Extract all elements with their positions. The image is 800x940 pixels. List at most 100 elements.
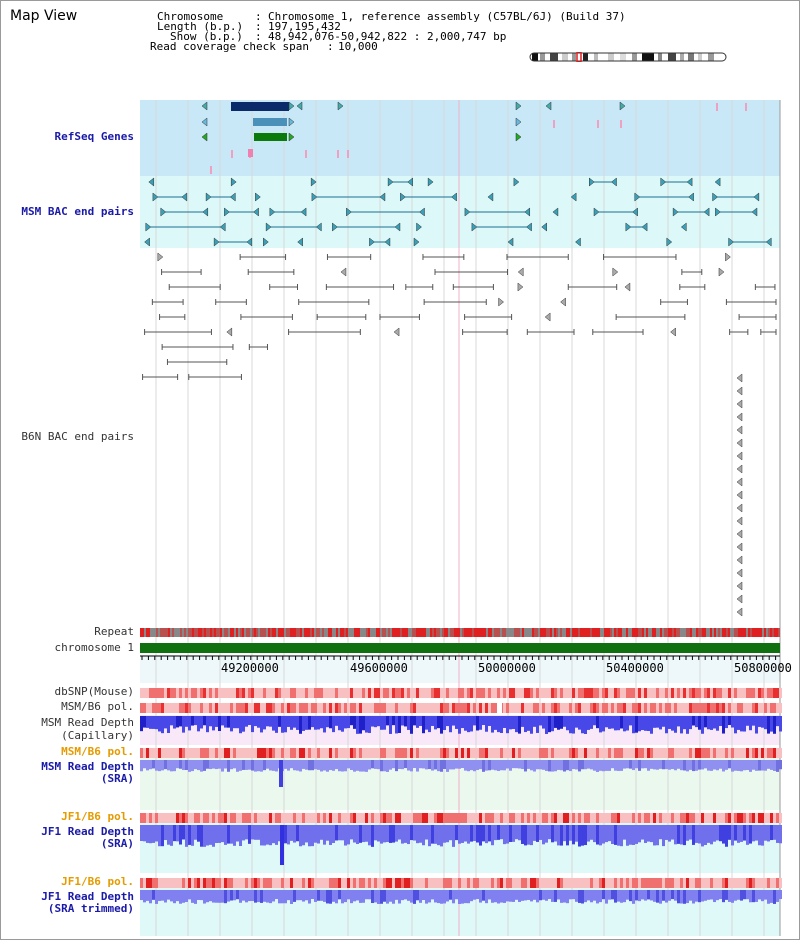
repeat-segment [158,628,160,637]
depth-bar [377,716,380,727]
depth-bar [533,825,536,841]
polymorphism-cell [752,878,755,888]
polymorphism-cell [758,748,761,758]
label-refseq-genes[interactable]: RefSeq Genes [54,130,134,143]
polymorphism-cell [374,703,377,713]
depth-bar [335,890,338,904]
depth-bar [647,825,650,842]
repeat-segment [772,628,774,637]
polymorphism-cell [374,878,377,888]
depth-bar [443,825,446,843]
polymorphism-cell [302,703,305,713]
depth-bar [779,760,782,770]
repeat-segment [376,628,378,637]
polymorphism-cell [647,748,650,758]
repeat-segment [284,628,286,637]
depth-bar [674,716,677,733]
depth-bar [239,716,242,734]
polymorphism-cell [344,813,347,823]
label-msm-bac[interactable]: MSM BAC end pairs [21,205,134,218]
label-jf1-depth-sra[interactable]: JF1 Read Depth [41,825,134,838]
polymorphism-cell [515,748,518,758]
label-msm-b6-pol-2[interactable]: MSM/B6 pol. [61,745,134,758]
depth-bar [392,825,395,843]
polymorphism-cell [488,703,491,713]
polymorphism-cell [275,878,278,888]
depth-bar [530,760,533,771]
polymorphism-cell [593,688,596,698]
repeat-segment [336,628,338,637]
polymorphism-cell [347,813,350,823]
repeat-segment [488,628,490,637]
polymorphism-cell [392,748,395,758]
depth-bar [299,760,302,772]
depth-bar [176,890,179,902]
repeat-segment [568,628,570,637]
polymorphism-cell [734,703,737,713]
depth-bar [602,890,605,900]
label-jf1-depth-trimmed-sub[interactable]: (SRA trimmed) [47,902,134,915]
label-msm-depth-sra-sub[interactable]: (SRA) [100,772,134,785]
depth-bar [539,825,542,840]
depth-bar [233,760,236,769]
depth-bar [215,890,218,903]
polymorphism-cell [278,703,281,713]
polymorphism-cell [281,703,284,713]
polymorphism-cell [629,748,632,758]
polymorphism-cell [455,688,458,698]
polymorphism-cell [143,878,146,888]
polymorphism-cell [395,813,398,823]
polymorphism-cell [206,813,209,823]
polymorphism-cell [383,703,386,713]
polymorphism-cell [584,878,587,888]
polymorphism-cell [668,878,671,888]
depth-bar [206,760,209,769]
repeat-segment [322,628,324,637]
polymorphism-cell [320,703,323,713]
depth-bar [710,716,713,730]
depth-bar [485,760,488,771]
polymorphism-cell [428,688,431,698]
depth-bar [755,890,758,902]
gene-arrow [670,327,676,337]
depth-bar [734,716,737,734]
polymorphism-cell [311,878,314,888]
polymorphism-cell [623,878,626,888]
depth-bar [605,825,608,843]
repeat-segment [626,628,628,637]
depth-bar [644,890,647,901]
depth-bar [779,825,782,844]
polymorphism-cell [215,878,218,888]
depth-bar [152,760,155,769]
polymorphism-cell [551,813,554,823]
repeat-segment [436,628,438,637]
polymorphism-cell [194,813,197,823]
label-jf1-b6-pol-2[interactable]: JF1/B6 pol. [61,875,134,888]
depth-bar [488,825,491,842]
chromosome-ideogram[interactable] [528,52,728,62]
depth-bar [779,890,782,900]
label-jf1-depth-sra-sub[interactable]: (SRA) [100,837,134,850]
label-jf1-depth-trimmed[interactable]: JF1 Read Depth [41,890,134,903]
label-jf1-b6-pol-1[interactable]: JF1/B6 pol. [61,810,134,823]
repeat-segment [624,628,626,637]
depth-bar [197,760,200,771]
depth-bar [623,825,626,840]
polymorphism-cell [140,748,143,758]
polymorphism-cell [512,813,515,823]
gene-arrow [575,237,581,247]
polymorphism-cell [548,748,551,758]
depth-bar [329,716,332,729]
depth-bar [575,716,578,728]
polymorphism-cell [380,878,383,888]
depth-bar [776,716,779,727]
depth-bar [749,890,752,903]
depth-bar [650,716,653,734]
polymorphism-cell [299,703,302,713]
polymorphism-cell [329,878,332,888]
depth-bar [671,890,674,900]
polymorphism-cell [146,748,149,758]
label-msm-depth-sra[interactable]: MSM Read Depth [41,760,134,773]
polymorphism-cell [449,688,452,698]
